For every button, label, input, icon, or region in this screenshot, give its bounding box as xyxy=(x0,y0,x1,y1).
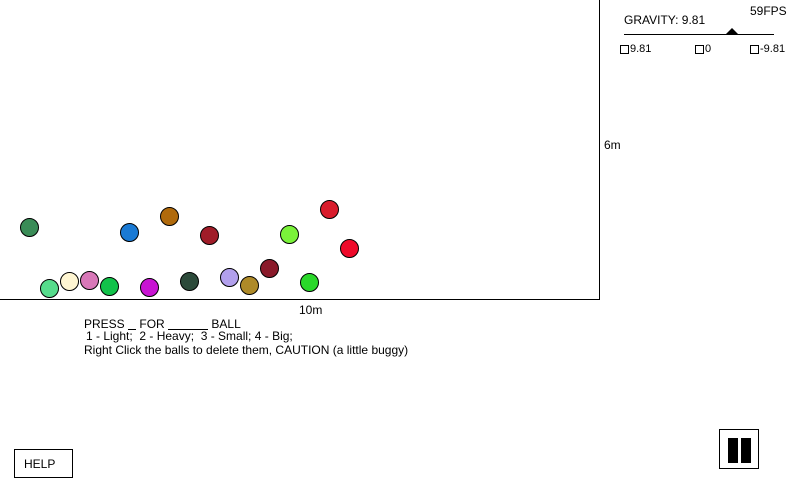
pause-button[interactable] xyxy=(719,429,759,469)
instruction-line-1: PRESS FOR BALL xyxy=(84,317,241,331)
ball[interactable] xyxy=(140,278,159,297)
ball[interactable] xyxy=(280,225,299,244)
ball[interactable] xyxy=(20,218,39,237)
ball[interactable] xyxy=(320,200,339,219)
preset-label: -9.81 xyxy=(760,43,786,55)
simulation-area[interactable] xyxy=(0,0,600,300)
ball[interactable] xyxy=(80,271,99,290)
preset-label: 0 xyxy=(705,43,712,55)
instruction-line-3: Right Click the balls to delete them, CA… xyxy=(84,343,409,357)
y-axis-label: 6m xyxy=(604,138,621,152)
ball[interactable] xyxy=(220,268,239,287)
gravity-panel: GRAVITY: 9.81 9.81 0 -9.81 xyxy=(620,0,795,70)
checkbox-icon xyxy=(750,44,759,54)
ball[interactable] xyxy=(260,259,279,278)
gravity-preset-negative[interactable]: -9.81 xyxy=(750,43,785,55)
gravity-preset-zero[interactable]: 0 xyxy=(695,43,711,55)
instructions: PRESS FOR BALL 1 - Light; 2 - Heavy; 3 -… xyxy=(84,318,408,356)
ball[interactable] xyxy=(200,226,219,245)
gravity-slider-track[interactable] xyxy=(624,34,774,35)
instruction-line-2: 1 - Light; 2 - Heavy; 3 - Small; 4 - Big… xyxy=(86,329,293,343)
ball[interactable] xyxy=(300,273,319,292)
ball[interactable] xyxy=(240,276,259,295)
gravity-slider-thumb[interactable] xyxy=(726,28,738,34)
fps-counter: 59FPS xyxy=(750,4,787,18)
ball[interactable] xyxy=(120,223,139,242)
pause-icon xyxy=(741,438,751,463)
ball[interactable] xyxy=(160,207,179,226)
x-axis-label: 10m xyxy=(299,303,323,317)
gravity-title: GRAVITY: 9.81 xyxy=(624,13,706,27)
preset-label: 9.81 xyxy=(630,43,652,55)
help-button[interactable]: HELP xyxy=(14,449,73,478)
checkbox-icon xyxy=(620,44,629,54)
ball[interactable] xyxy=(60,272,79,291)
ball[interactable] xyxy=(180,272,199,291)
ball[interactable] xyxy=(40,279,59,298)
gravity-preset-positive[interactable]: 9.81 xyxy=(620,43,651,55)
ball[interactable] xyxy=(340,239,359,258)
ball[interactable] xyxy=(100,277,119,296)
checkbox-icon xyxy=(695,44,704,54)
pause-icon xyxy=(728,438,738,463)
